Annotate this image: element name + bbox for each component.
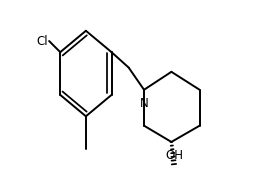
- Text: Cl: Cl: [37, 35, 48, 48]
- Text: N: N: [140, 97, 148, 110]
- Text: OH: OH: [165, 149, 183, 162]
